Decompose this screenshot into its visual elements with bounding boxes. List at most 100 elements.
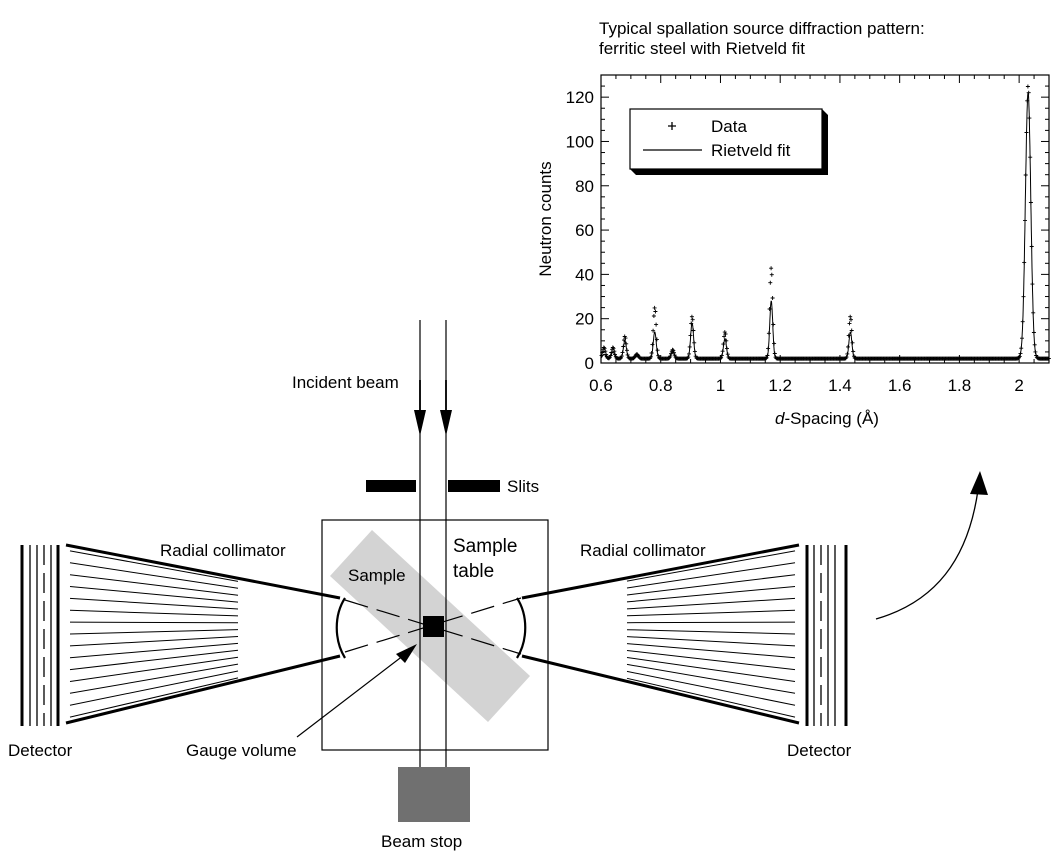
collimator-blade bbox=[69, 636, 239, 647]
radial-collimator-right-label: Radial collimator bbox=[580, 541, 706, 560]
data-point bbox=[602, 346, 607, 351]
collimator-blade bbox=[626, 677, 796, 718]
data-point bbox=[719, 353, 724, 358]
collimator-blade bbox=[626, 597, 796, 610]
data-point bbox=[718, 356, 723, 361]
gauge-volume-pointer-head bbox=[396, 644, 417, 663]
data-point bbox=[609, 350, 614, 355]
x-axis-label: d-Spacing (Å) bbox=[775, 409, 879, 428]
sample-label: Sample bbox=[348, 566, 406, 585]
data-point bbox=[1021, 294, 1026, 299]
data-point bbox=[844, 355, 849, 360]
data-point bbox=[1028, 200, 1033, 205]
y-tick-label: 60 bbox=[575, 221, 594, 240]
incident-arrowhead-right bbox=[440, 410, 452, 436]
diffraction-chart: Typical spallation source diffraction pa… bbox=[536, 19, 1051, 428]
slits-label: Slits bbox=[507, 477, 539, 496]
y-tick-label: 120 bbox=[566, 88, 594, 107]
data-point bbox=[765, 353, 770, 358]
x-tick-label: 1.4 bbox=[828, 376, 852, 395]
data-point bbox=[722, 330, 727, 335]
data-point bbox=[846, 344, 850, 349]
chart-subtitle: ferritic steel with Rietveld fit bbox=[599, 39, 805, 58]
experiment-diagram: Incident beam Slits Gauge volume Sample … bbox=[8, 320, 852, 851]
collimator-blade bbox=[626, 550, 796, 582]
data-point bbox=[618, 356, 623, 361]
data-point bbox=[613, 352, 617, 357]
data-series bbox=[599, 84, 1051, 361]
detector-left-label: Detector bbox=[8, 741, 73, 760]
curved-arrow-head bbox=[970, 471, 988, 495]
collimator-blade bbox=[69, 574, 239, 596]
collimator-blade bbox=[626, 562, 796, 589]
data-point bbox=[1023, 218, 1027, 223]
collimator-blade bbox=[626, 643, 796, 659]
radial-collimator-left-label: Radial collimator bbox=[160, 541, 286, 560]
right-detector bbox=[805, 545, 848, 726]
beam-stop bbox=[398, 767, 470, 822]
collimator-blade bbox=[626, 670, 796, 706]
data-point bbox=[771, 322, 776, 327]
data-point bbox=[620, 350, 625, 355]
left-detector bbox=[20, 545, 60, 726]
data-point bbox=[1032, 342, 1037, 347]
data-point bbox=[621, 344, 626, 349]
data-point bbox=[769, 266, 774, 271]
data-point bbox=[1046, 356, 1051, 361]
data-point bbox=[845, 351, 850, 356]
collimator-blade bbox=[626, 574, 796, 596]
data-point bbox=[1027, 116, 1032, 121]
data-point bbox=[692, 349, 697, 354]
data-point bbox=[772, 351, 777, 356]
data-point bbox=[656, 353, 661, 358]
x-axis-label-symbol: d bbox=[775, 409, 785, 428]
data-point bbox=[1029, 244, 1034, 249]
data-point bbox=[671, 348, 676, 353]
data-point bbox=[650, 342, 655, 347]
data-point bbox=[1026, 90, 1031, 95]
data-point bbox=[669, 351, 673, 356]
collimator-blade bbox=[69, 550, 239, 582]
data-point bbox=[849, 317, 853, 322]
y-tick-label: 0 bbox=[585, 354, 594, 373]
collimator-blade bbox=[626, 650, 796, 671]
collimator-blade bbox=[69, 677, 239, 718]
sample-table bbox=[321, 519, 549, 751]
data-point bbox=[601, 345, 606, 350]
x-tick-label: 2 bbox=[1014, 376, 1023, 395]
y-axis-label: Neutron counts bbox=[536, 161, 555, 276]
y-tick-label: 40 bbox=[575, 265, 594, 284]
data-point bbox=[672, 350, 676, 355]
legend-fit-label: Rietveld fit bbox=[711, 141, 791, 160]
data-point bbox=[649, 351, 654, 355]
data-point bbox=[1034, 353, 1039, 358]
collimator-blade bbox=[69, 670, 239, 706]
collimator-blade bbox=[69, 621, 239, 624]
collimator-blade bbox=[626, 609, 796, 617]
data-point bbox=[1024, 130, 1029, 135]
data-point bbox=[600, 350, 605, 355]
collimator-blade bbox=[69, 663, 239, 694]
data-point bbox=[687, 344, 692, 349]
incident-arrowhead-left bbox=[414, 410, 426, 436]
data-point bbox=[599, 353, 604, 358]
collimator-blade bbox=[69, 642, 239, 659]
data-point bbox=[668, 354, 673, 359]
data-point bbox=[687, 351, 691, 356]
right-collimator bbox=[516, 543, 800, 725]
data-point bbox=[625, 352, 630, 357]
data-point bbox=[603, 349, 608, 354]
data-point bbox=[772, 341, 777, 346]
diffracted-beam-lines bbox=[344, 597, 522, 655]
legend-data-marker bbox=[668, 122, 676, 130]
collimator-blade bbox=[69, 629, 239, 635]
data-point bbox=[1020, 319, 1025, 324]
data-point bbox=[764, 355, 769, 360]
incident-beam-label: Incident beam bbox=[292, 373, 399, 392]
data-point bbox=[1020, 336, 1024, 341]
x-tick-label: 0.6 bbox=[589, 376, 613, 395]
data-point bbox=[848, 314, 853, 319]
gauge-volume-pointer bbox=[296, 651, 409, 738]
data-point bbox=[692, 340, 697, 345]
data-point bbox=[625, 348, 629, 353]
